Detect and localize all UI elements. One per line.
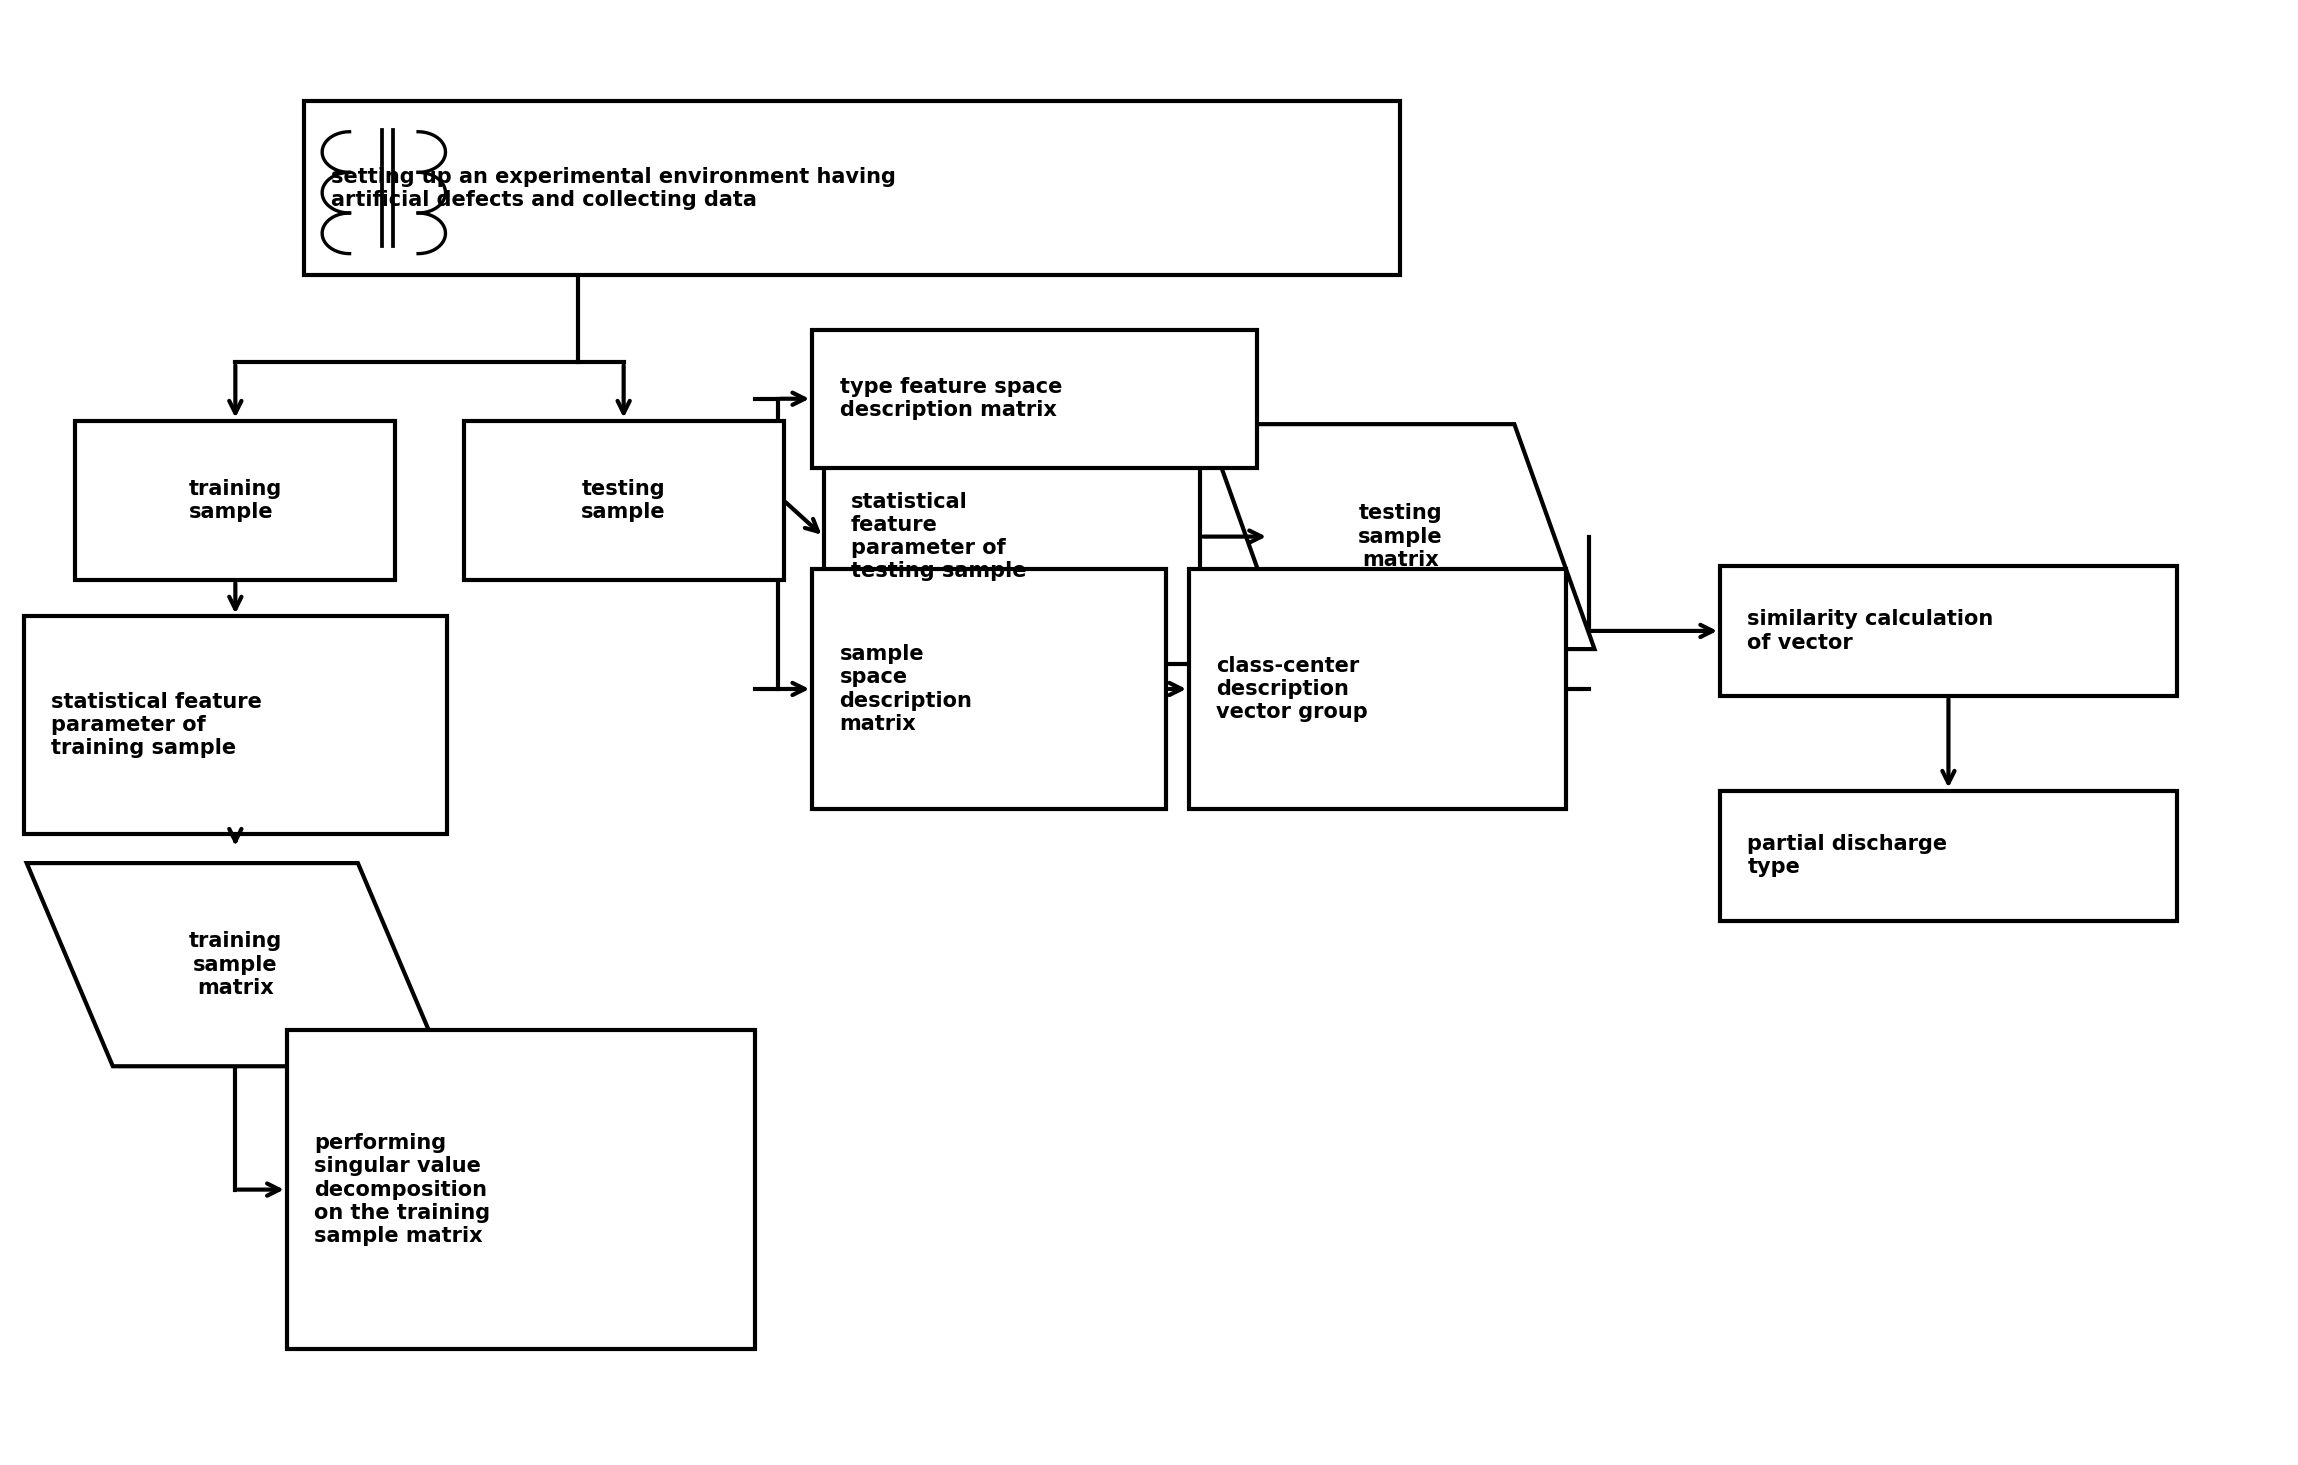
FancyBboxPatch shape <box>23 617 446 834</box>
FancyBboxPatch shape <box>1719 565 2176 696</box>
FancyBboxPatch shape <box>1188 570 1565 809</box>
Text: partial discharge
type: partial discharge type <box>1746 834 1949 878</box>
Text: testing
sample
matrix: testing sample matrix <box>1358 504 1443 570</box>
Text: performing
singular value
decomposition
on the training
sample matrix: performing singular value decomposition … <box>315 1134 489 1247</box>
Text: statistical feature
parameter of
training sample: statistical feature parameter of trainin… <box>51 691 262 759</box>
Text: sample
space
description
matrix: sample space description matrix <box>839 645 972 734</box>
Text: training
sample
matrix: training sample matrix <box>188 932 283 998</box>
FancyBboxPatch shape <box>76 420 395 580</box>
FancyBboxPatch shape <box>303 101 1399 275</box>
Text: training
sample: training sample <box>188 479 283 522</box>
FancyBboxPatch shape <box>823 410 1200 664</box>
Text: testing
sample: testing sample <box>581 479 666 522</box>
Text: statistical
feature
parameter of
testing sample: statistical feature parameter of testing… <box>850 492 1027 582</box>
Text: class-center
description
vector group: class-center description vector group <box>1216 656 1367 722</box>
Text: type feature space
description matrix: type feature space description matrix <box>839 377 1062 420</box>
Polygon shape <box>28 863 444 1067</box>
FancyBboxPatch shape <box>811 330 1257 467</box>
FancyBboxPatch shape <box>811 570 1165 809</box>
FancyBboxPatch shape <box>1719 791 2176 921</box>
Text: setting up an experimental environment having
artificial defects and collecting : setting up an experimental environment h… <box>331 167 896 209</box>
Polygon shape <box>1206 425 1595 649</box>
Text: similarity calculation
of vector: similarity calculation of vector <box>1746 609 1995 652</box>
FancyBboxPatch shape <box>464 420 784 580</box>
FancyBboxPatch shape <box>287 1030 756 1349</box>
